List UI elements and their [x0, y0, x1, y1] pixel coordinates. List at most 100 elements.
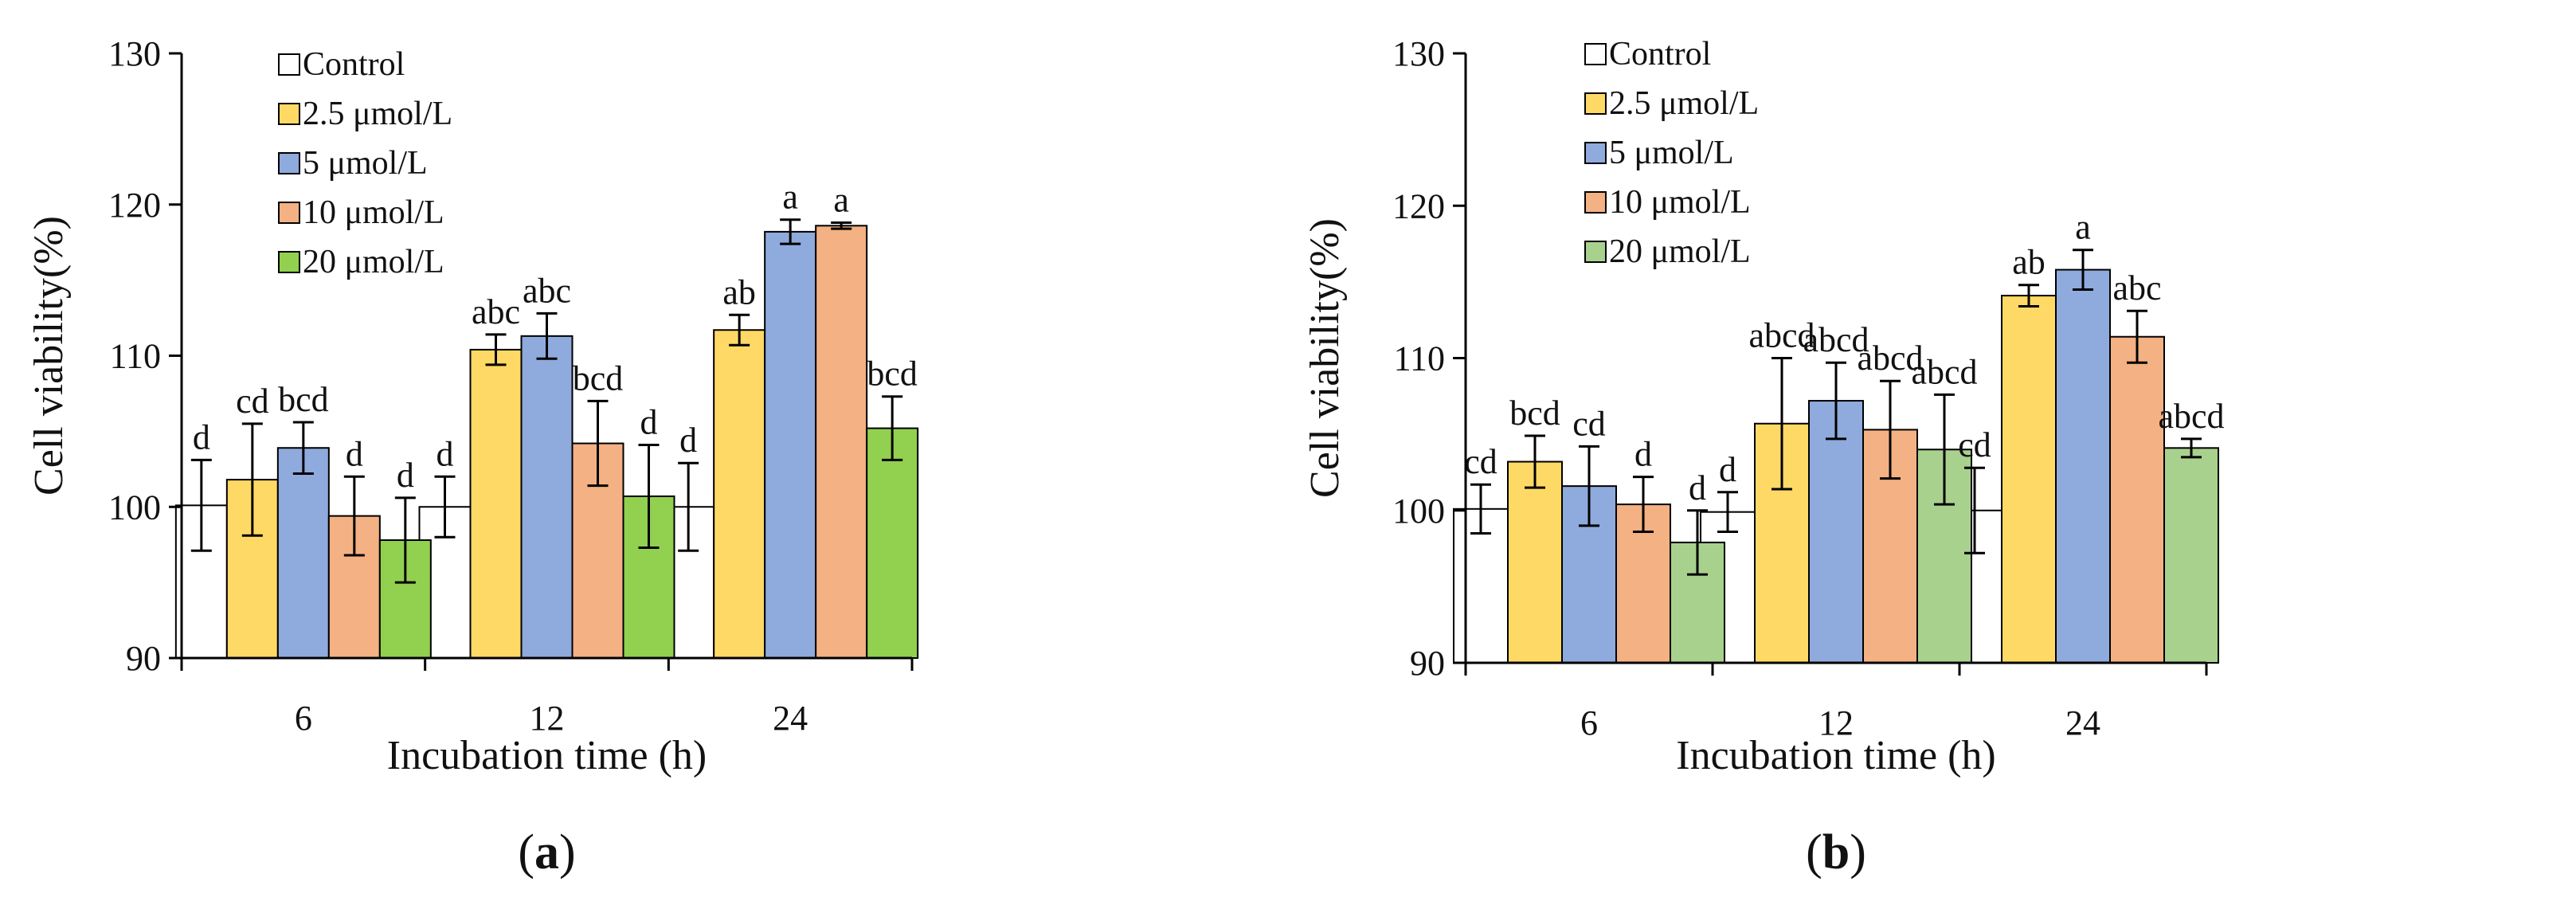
- error-bar-a-24h-series-3: [831, 221, 852, 230]
- sig-label-a-12h-series-4: d: [640, 402, 658, 441]
- panel-label-b-letter: b: [1822, 825, 1850, 880]
- bar-b-6h-series-1: [1507, 460, 1563, 664]
- legend-item-b-0: Control: [1584, 36, 1711, 72]
- panel-label-b-open: (: [1806, 825, 1822, 880]
- legend-a: Control 2.5 μmol/L 5 μmol/L 10 μmol/L 20 μmo…: [278, 46, 452, 280]
- legend-swatch-b-4: [1584, 241, 1607, 263]
- bars-group-a: [174, 225, 919, 660]
- error-bar-b-6h-series-4: [1687, 509, 1708, 576]
- panel-label-a: (a): [518, 825, 575, 880]
- legend-swatch-b-3: [1584, 191, 1607, 214]
- x-tick-label-a-24: 24: [773, 699, 808, 738]
- sig-label-a-24h-series-1: ab: [722, 272, 756, 311]
- y-tick-labels-a: 90 100 110 120 130: [108, 34, 161, 678]
- bar-a-24h-series-2: [764, 230, 817, 659]
- error-bar-a-6h-series-4: [394, 496, 416, 584]
- x-axis-title-b: Incubation time (h): [1676, 733, 1995, 778]
- x-axis-title-a: Incubation time (h): [387, 733, 707, 778]
- x-tick-labels-a: 6 12 24: [295, 699, 808, 738]
- sig-label-b-24h-series-4: abcd: [2158, 397, 2224, 436]
- panel-label-a-close: ): [559, 825, 576, 880]
- error-bar-b-24h-series-1: [2018, 284, 2039, 308]
- y-tick-label-b-110: 110: [1394, 339, 1445, 378]
- bar-b-6h-series-0: [1453, 507, 1509, 664]
- axes-a: [169, 52, 914, 671]
- legend-swatch-a-0: [278, 53, 300, 76]
- error-bar-b-12h-series-1: [1771, 357, 1792, 491]
- axes-b: [1453, 52, 2208, 676]
- legend-item-a-4: 20 μmol/L: [278, 244, 444, 280]
- error-bar-a-12h-series-1: [485, 333, 507, 366]
- error-bar-b-24h-series-0: [1964, 466, 1985, 554]
- sig-label-b-24h-series-2: a: [2075, 208, 2091, 247]
- sig-label-a-12h-series-0: d: [437, 434, 454, 473]
- error-bar-b-24h-series-2: [2073, 249, 2093, 291]
- sig-label-b-12h-series-1: abcd: [1748, 316, 1815, 355]
- legend-label-a-4: 20 μmol/L: [303, 244, 444, 280]
- sig-label-a-6h-series-1: cd: [236, 382, 269, 421]
- bar-b-24h-series-3: [2109, 335, 2165, 664]
- bar-a-12h-series-2: [520, 335, 574, 659]
- legend-swatch-b-1: [1584, 92, 1607, 115]
- panel-label-a-letter: a: [534, 825, 559, 880]
- error-bar-a-12h-series-2: [536, 311, 558, 360]
- error-bar-b-12h-series-0: [1717, 491, 1738, 534]
- legend-label-a-2: 5 μmol/L: [303, 145, 428, 182]
- sig-label-b-6h-series-3: d: [1634, 435, 1652, 474]
- error-bar-b-6h-series-2: [1579, 445, 1599, 527]
- legend-item-b-2: 5 μmol/L: [1584, 135, 1734, 171]
- legend-b: Control 2.5 μmol/L 5 μmol/L 10 μmol/L 20 μmo…: [1584, 36, 1759, 270]
- legend-swatch-b-0: [1584, 43, 1607, 65]
- sig-label-b-12h-series-0: d: [1719, 450, 1736, 489]
- error-bar-b-12h-series-4: [1934, 393, 1955, 506]
- x-tick-label-a-12: 12: [530, 699, 565, 738]
- error-bar-a-24h-series-2: [780, 218, 801, 245]
- x-tick-label-b-12: 12: [1818, 703, 1854, 742]
- sig-label-a-6h-series-3: d: [346, 434, 363, 473]
- error-bar-a-12h-series-0: [434, 475, 456, 539]
- error-bar-a-12h-series-3: [587, 399, 609, 488]
- legend-swatch-a-2: [278, 152, 300, 174]
- legend-label-a-1: 2.5 μmol/L: [303, 96, 452, 132]
- sig-label-b-24h-series-0: cd: [1958, 425, 1991, 464]
- y-tick-label-b-130: 130: [1392, 34, 1445, 73]
- error-bar-a-24h-series-1: [729, 313, 750, 347]
- y-tick-label-b-90: 90: [1410, 644, 1445, 683]
- sig-label-b-12h-series-3: abcd: [1857, 339, 1923, 378]
- y-tick-label-a-130: 130: [108, 34, 161, 73]
- y-tick-label-a-100: 100: [108, 488, 161, 527]
- error-bar-a-6h-series-3: [343, 475, 365, 557]
- y-axis-title-b: Cell viability(%): [1302, 218, 1348, 498]
- sig-label-b-12h-series-2: abcd: [1803, 320, 1869, 359]
- legend-swatch-a-1: [278, 103, 300, 125]
- legend-label-a-0: Control: [303, 46, 405, 83]
- y-tick-label-a-110: 110: [110, 337, 161, 376]
- error-bar-a-6h-series-2: [292, 421, 314, 476]
- bar-a-24h-series-1: [713, 329, 766, 659]
- bar-a-24h-series-4: [866, 427, 919, 660]
- x-tick-labels-b: 6 12 24: [1580, 703, 2100, 742]
- bar-a-12h-series-1: [469, 348, 523, 659]
- bar-a-24h-series-3: [815, 225, 868, 659]
- error-bar-a-24h-series-4: [882, 395, 903, 461]
- bar-b-24h-series-4: [2163, 447, 2219, 664]
- legend-swatch-b-2: [1584, 142, 1607, 164]
- y-tick-label-a-90: 90: [126, 639, 161, 678]
- legend-item-a-0: Control: [278, 46, 405, 83]
- error-bar-a-6h-series-0: [190, 458, 212, 552]
- legend-label-b-1: 2.5 μmol/L: [1609, 85, 1759, 122]
- legend-item-a-2: 5 μmol/L: [278, 145, 428, 182]
- y-axis-title-a: Cell viability(%): [26, 216, 72, 496]
- error-bar-b-12h-series-3: [1880, 379, 1901, 480]
- legend-label-b-3: 10 μmol/L: [1609, 184, 1751, 221]
- y-tick-label-a-120: 120: [108, 186, 161, 225]
- x-tick-label-a-6: 6: [295, 699, 312, 738]
- y-tick-label-b-120: 120: [1392, 186, 1445, 225]
- error-bar-b-12h-series-2: [1826, 361, 1846, 441]
- sig-label-b-24h-series-1: ab: [2012, 243, 2046, 282]
- sig-label-b-12h-series-4: abcd: [1911, 352, 1977, 391]
- error-bar-a-12h-series-4: [638, 443, 660, 549]
